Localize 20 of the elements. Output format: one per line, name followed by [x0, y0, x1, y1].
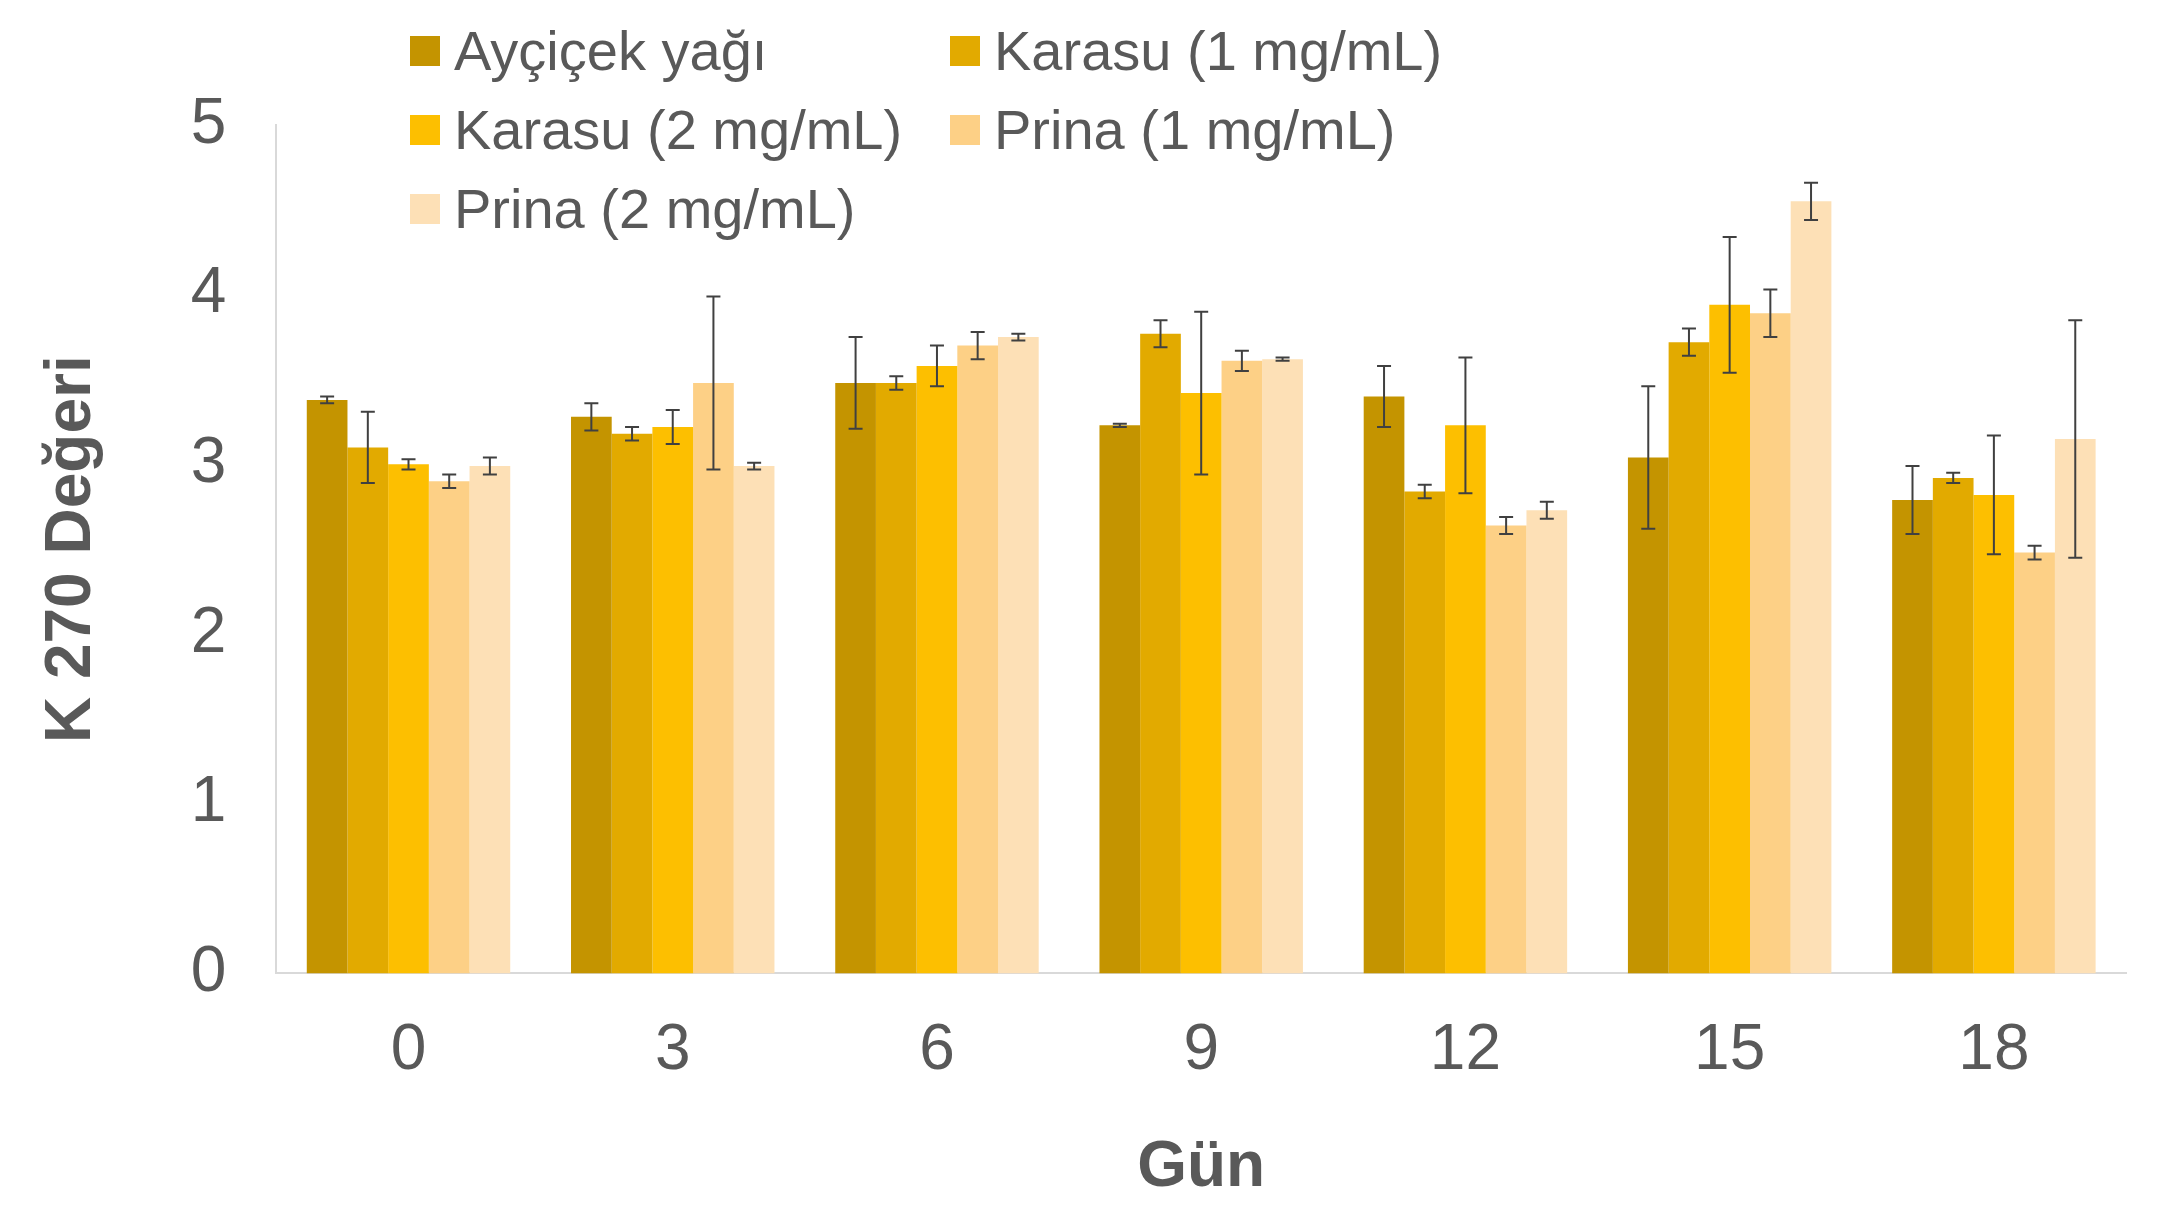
legend-label: Ayçiçek yağı	[454, 18, 768, 83]
x-tick-label: 3	[654, 1011, 691, 1084]
y-tick-label: 5	[190, 84, 227, 157]
y-axis-title: K 270 Değeri	[32, 355, 105, 744]
x-tick-label: 6	[919, 1011, 955, 1084]
legend-label: Prina (2 mg/mL)	[454, 176, 856, 241]
legend-label: Prina (1 mg/mL)	[994, 97, 1396, 162]
x-tick-label: 18	[1958, 1011, 2030, 1084]
legend-label: Karasu (1 mg/mL)	[994, 18, 1443, 83]
x-tick-label: 12	[1429, 1011, 1502, 1084]
x-tick-label: 0	[390, 1011, 427, 1084]
y-tick-label: 4	[190, 254, 227, 327]
y-tick-label: 2	[190, 593, 227, 666]
x-axis-title: Gün	[1137, 1128, 1266, 1201]
x-tick-label: 15	[1694, 1011, 1766, 1084]
y-tick-label: 0	[190, 933, 227, 1006]
legend-label: Karasu (2 mg/mL)	[454, 97, 903, 162]
y-tick-label: 3	[190, 424, 227, 496]
y-tick-label: 1	[190, 763, 227, 836]
x-tick-label: 9	[1183, 1011, 1219, 1084]
